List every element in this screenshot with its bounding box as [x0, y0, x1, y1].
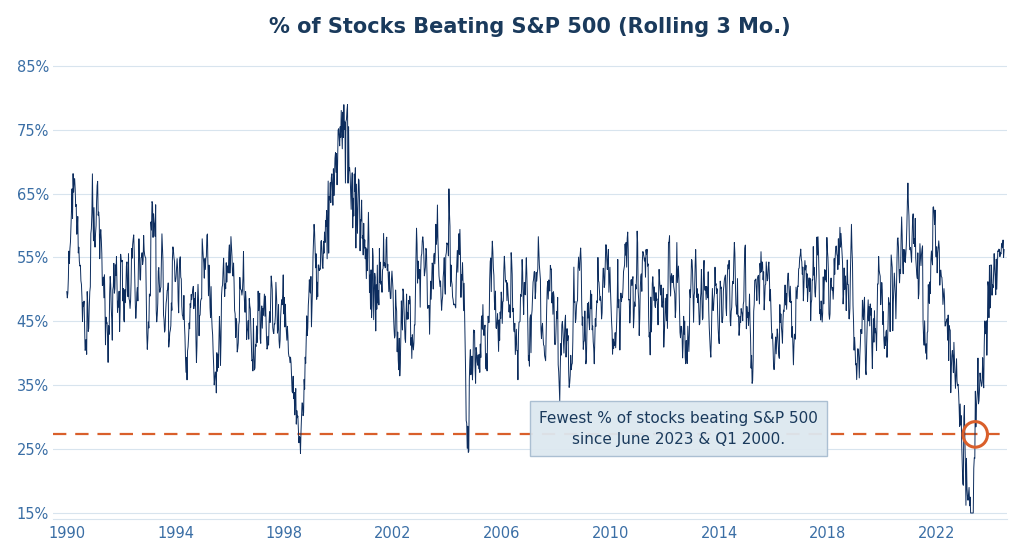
Title: % of Stocks Beating S&P 500 (Rolling 3 Mo.): % of Stocks Beating S&P 500 (Rolling 3 M… — [269, 17, 792, 37]
Text: Fewest % of stocks beating S&P 500
since June 2023 & Q1 2000.: Fewest % of stocks beating S&P 500 since… — [539, 411, 818, 446]
